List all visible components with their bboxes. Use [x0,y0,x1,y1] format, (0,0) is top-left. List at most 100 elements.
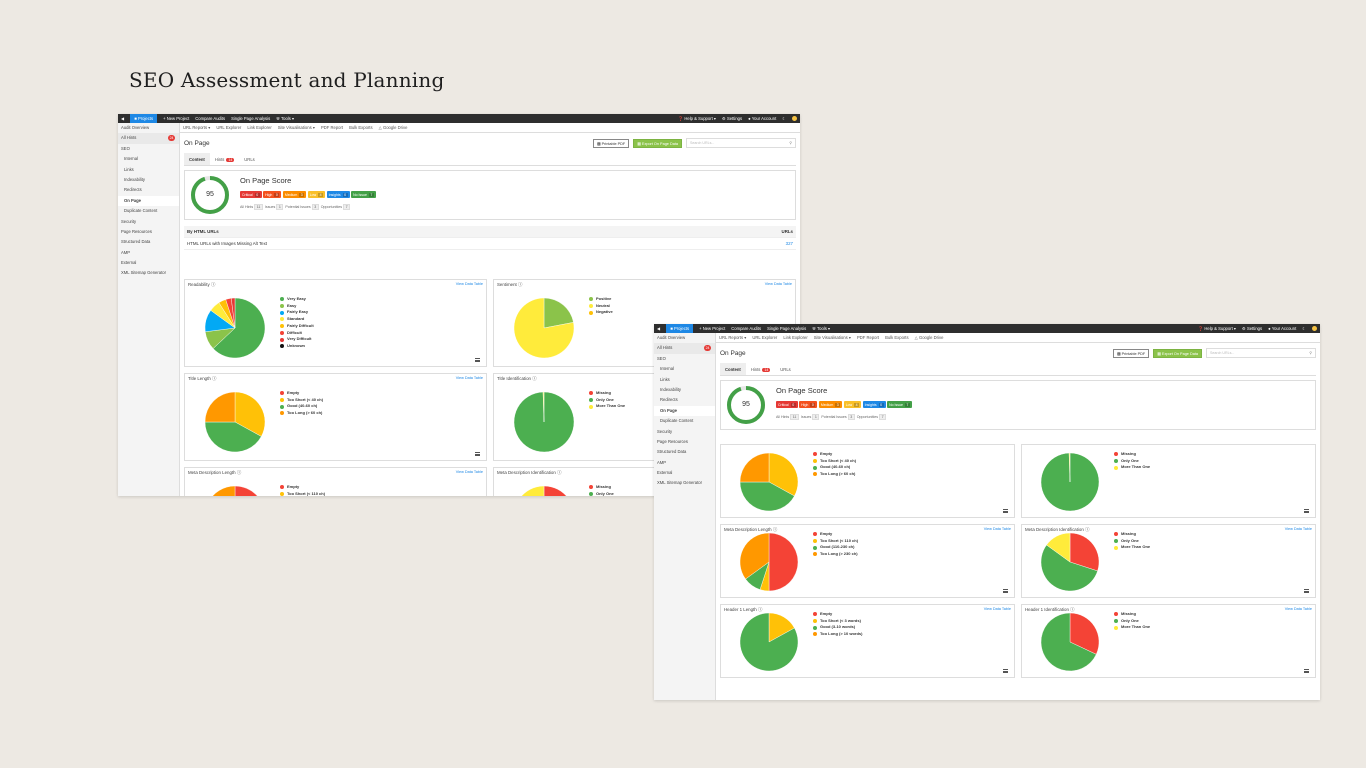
sidebar-item-page-resources[interactable]: Page Resources [121,228,152,234]
legend-item[interactable]: Empty [280,390,323,397]
sidebar-item-seo[interactable]: SEO [657,355,666,361]
severity-pill[interactable]: Insights 0 [326,191,350,198]
search-input[interactable]: Search URLs... ⚲ [1206,348,1316,358]
sidebar-item-indexability[interactable]: Indexability [660,386,681,392]
back-icon[interactable]: ◀ [657,326,661,331]
legend-item[interactable]: Good (3-10 words) [813,624,862,631]
view-data-table-link[interactable]: View Data Table [455,376,483,380]
back-icon[interactable]: ◀ [121,116,125,121]
moon-icon[interactable]: ☾ [1302,326,1306,331]
sidebar-item-audit-overview[interactable]: Audit Overview [657,335,686,340]
new-project-button[interactable]: + New Project [699,326,726,331]
pie-slice[interactable] [204,421,262,453]
printable-pdf-button[interactable]: ▩ Printable PDF [592,138,630,148]
menu-icon[interactable] [1304,509,1309,513]
sidebar-item-all-hints[interactable]: All Hints 24 [118,133,179,144]
pie-slice[interactable] [739,452,770,483]
help-icon[interactable]: ⓘ [1085,527,1090,532]
menu-icon[interactable] [1304,669,1309,673]
pie-slice[interactable] [739,532,770,580]
legend-item[interactable]: Standard [280,316,314,323]
legend-item[interactable]: Easy [280,303,314,310]
table-cell-link[interactable]: 327 [785,241,793,246]
tools-menu[interactable]: ⚒ Tools ▾ [812,326,831,331]
search-input[interactable]: Search URLs... ⚲ [686,138,796,148]
severity-pill[interactable]: Insights 0 [862,401,886,408]
sidebar-item-page-resources[interactable]: Page Resources [657,438,688,444]
severity-pill[interactable]: High 0 [263,191,282,198]
printable-pdf-button[interactable]: ▩ Printable PDF [1112,348,1150,358]
sidebar-item-duplicate-content[interactable]: Duplicate Content [124,208,158,214]
url-explorer-link[interactable]: URL Explorer [216,125,242,130]
pie-slice[interactable] [542,391,545,423]
help-icon[interactable]: ⓘ [1070,607,1075,612]
legend-item[interactable]: Only One [589,491,625,496]
pie-slice[interactable] [739,612,799,672]
sidebar-item-external[interactable]: External [657,470,673,476]
new-project-button[interactable]: + New Project [163,116,190,121]
severity-pill[interactable]: Critical 0 [240,191,262,198]
tab-hints[interactable]: Hints 14 [750,367,771,372]
legend-item[interactable]: Unknown [280,343,314,350]
single-page-button[interactable]: Single Page Analysis [231,116,271,121]
legend-item[interactable]: Too Long (> 10 words) [813,631,862,638]
legend-item[interactable]: Too Short (< 40 ch) [813,458,856,465]
legend-item[interactable]: Positive [589,296,613,303]
sidebar-item-security[interactable]: Security [657,428,673,434]
count-issues[interactable]: Issues 1 [265,204,284,210]
single-page-button[interactable]: Single Page Analysis [767,326,807,331]
pie-slice[interactable] [520,485,545,496]
sidebar-item-links[interactable]: Links [124,166,134,172]
sidebar-item-external[interactable]: External [121,260,137,266]
sidebar-item-security[interactable]: Security [121,218,137,224]
legend-item[interactable]: Too Long (> 60 ch) [813,471,856,478]
legend-item[interactable]: Very Easy [280,296,314,303]
pie-slice[interactable] [1040,544,1098,592]
legend-item[interactable]: More Than One [1114,544,1150,551]
menu-icon[interactable] [1003,509,1008,513]
tab-content[interactable]: Content [720,363,746,375]
tab-urls[interactable]: URLs [780,367,791,372]
menu-icon[interactable] [1003,589,1008,593]
sidebar-item-redirects[interactable]: Redirects [124,187,142,193]
severity-pill[interactable]: Medium 3 [282,191,307,198]
severity-pill[interactable]: Low 4 [843,401,862,408]
tools-menu[interactable]: ⚒ Tools ▾ [276,116,295,121]
legend-item[interactable]: Only One [1114,458,1150,465]
sidebar-item-internal[interactable]: Internal [660,366,674,372]
legend-item[interactable]: Neutral [589,303,613,310]
legend-item[interactable]: Too Long (> 60 ch) [280,410,323,417]
compare-audits-button[interactable]: Compare Audits [195,116,226,121]
account-button[interactable]: ● Your Account [748,116,777,121]
legend-item[interactable]: Too Short (< 40 ch) [280,397,323,404]
pie-slice[interactable] [1069,612,1100,655]
menu-icon[interactable] [1304,589,1309,593]
compare-audits-button[interactable]: Compare Audits [731,326,762,331]
url-explorer-link[interactable]: URL Explorer [752,335,778,340]
severity-pill[interactable]: Low 4 [307,191,326,198]
pie-slice[interactable] [234,485,265,496]
legend-item[interactable]: Missing [1114,531,1150,538]
sidebar-item-redirects[interactable]: Redirects [660,397,678,403]
legend-item[interactable]: Too Long (> 230 ch) [813,551,858,558]
pie-slice[interactable] [212,297,266,359]
sidebar-item-indexability[interactable]: Indexability [124,176,145,182]
pie-slice[interactable] [768,532,799,592]
pie-slice[interactable] [205,485,236,496]
pie-slice[interactable] [234,391,266,437]
severity-pill[interactable]: Critical 0 [776,401,798,408]
help-icon[interactable]: ⓘ [532,376,537,381]
account-button[interactable]: ● Your Account [1268,326,1297,331]
legend-item[interactable]: Good (40-60 ch) [813,464,856,471]
legend-item[interactable]: Empty [813,531,858,538]
help-icon[interactable]: ⓘ [518,282,523,287]
sidebar-item-xml-sitemap[interactable]: XML Sitemap Generator [121,270,166,276]
sidebar-item-amp[interactable]: AMP [657,459,667,465]
sidebar-item-xml-sitemap[interactable]: XML Sitemap Generator [657,480,702,486]
legend-item[interactable]: Missing [1114,611,1150,618]
legend-item[interactable]: Missing [589,390,625,397]
pdf-report-link[interactable]: PDF Report [320,125,344,130]
severity-pill[interactable]: No Issue 7 [351,191,376,198]
sidebar-item-links[interactable]: Links [660,376,670,382]
severity-pill[interactable]: No Issue 7 [887,401,912,408]
